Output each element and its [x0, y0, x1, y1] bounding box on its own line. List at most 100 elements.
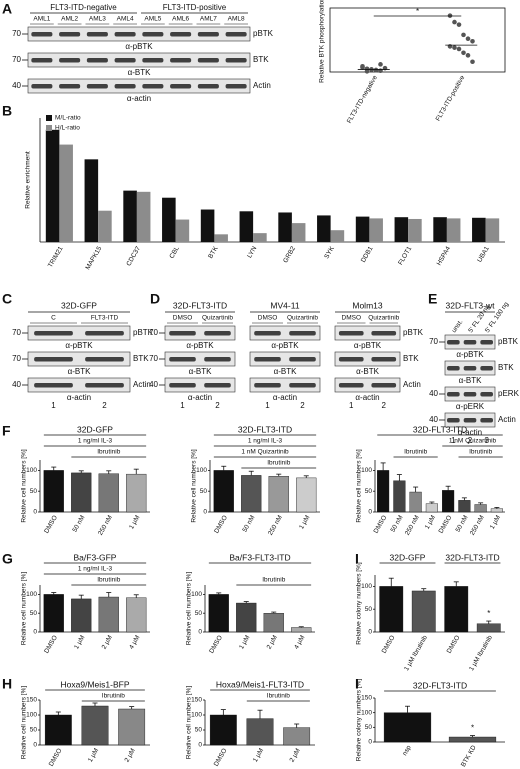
- bar: [98, 473, 119, 513]
- x-tick-label: DMSO: [48, 747, 64, 767]
- lane-label: C: [51, 315, 56, 322]
- x-tick-label: GRB2: [282, 245, 297, 264]
- lane-label: AML6: [172, 16, 189, 23]
- lane-label: Quizartinib: [287, 315, 318, 322]
- panel-letter: B: [2, 103, 12, 119]
- x-tick-label: BTK KD: [460, 744, 478, 768]
- band: [114, 32, 136, 37]
- treatment-label: Ibrutinib: [469, 449, 493, 456]
- bar: [485, 218, 500, 242]
- band: [31, 32, 53, 37]
- y-tick-label: 0: [198, 629, 202, 636]
- bar: [408, 218, 422, 242]
- lane-label: FLT3-ITD: [91, 315, 119, 322]
- antibody: α-actin: [355, 393, 379, 402]
- y-axis-label: Relative cell numbers [%]: [21, 686, 28, 760]
- x-tick-label: BTK: [207, 245, 220, 260]
- bar: [476, 623, 501, 633]
- x-tick-label: 1 µM Ibrutinib: [403, 634, 429, 672]
- group-label: FLT3-ITD-positive: [163, 3, 227, 12]
- x-tick-label: 50 nM: [241, 514, 256, 533]
- band: [254, 357, 281, 362]
- bar: [123, 190, 137, 242]
- treatment-label: Ibrutinib: [404, 449, 428, 456]
- y-axis-label: Relative colony numbers [%]: [356, 562, 363, 645]
- band: [204, 357, 231, 362]
- y-tick-label: 0: [368, 739, 372, 746]
- bar: [59, 144, 73, 242]
- size-marker: 70: [429, 337, 438, 346]
- significance: *: [416, 7, 419, 16]
- y-axis-label: Relative cell numbers [%]: [21, 572, 28, 646]
- x-tick-label: LYN: [246, 245, 258, 259]
- y-axis-label: Relative colony numbers [%]: [356, 679, 363, 762]
- band-name: BTK: [253, 55, 269, 64]
- x-tick-label: 2 µM: [101, 634, 114, 650]
- y-axis-label: Relative cell numbers [%]: [186, 686, 193, 760]
- chart-title: 32D-GFP: [77, 424, 113, 434]
- x-tick-label: 4 µM: [128, 634, 141, 650]
- band-name: Actin: [403, 380, 421, 389]
- antibody: α-pBTK: [65, 341, 93, 350]
- x-tick-label: 1 µM: [252, 747, 265, 763]
- bar: [45, 129, 60, 242]
- x-tick-label: CDC37: [125, 245, 142, 267]
- x-tick-label: DMSO: [446, 634, 462, 654]
- bar: [43, 470, 64, 513]
- band: [204, 331, 231, 336]
- blot-title: Molm13: [352, 300, 383, 310]
- band: [225, 58, 247, 63]
- bar: [317, 215, 331, 242]
- bar: [472, 217, 486, 242]
- legend-label: H/L-ratio: [55, 125, 80, 132]
- chart-title: 32D-FLT3-ITD: [413, 424, 467, 434]
- y-tick-label: 0: [368, 509, 372, 516]
- band-name: pBTK: [133, 328, 154, 337]
- point: [378, 62, 383, 67]
- bar: [490, 508, 503, 513]
- band: [86, 32, 108, 37]
- lane-label: DMSO: [342, 315, 362, 322]
- size-marker: 70: [12, 29, 21, 38]
- y-tick-label: 100: [26, 591, 37, 598]
- x-tick-label: 250 nM: [469, 514, 486, 536]
- band: [338, 357, 364, 362]
- y-tick-label: 100: [26, 712, 37, 719]
- lane-label: AML8: [228, 16, 245, 23]
- bar: [263, 613, 284, 633]
- blot-title: 32D-FLT3-wt: [446, 300, 496, 310]
- bar: [383, 712, 432, 743]
- panel-letter: G: [2, 551, 13, 567]
- x-tick-label: UBA1: [476, 245, 491, 264]
- x-tick-label: nsp: [401, 744, 412, 757]
- blot-strip: [334, 377, 401, 393]
- bar: [253, 233, 267, 242]
- size-marker: 40: [429, 415, 438, 424]
- band: [338, 383, 364, 388]
- bar: [379, 586, 404, 633]
- significance: *: [487, 609, 490, 618]
- band: [463, 392, 477, 397]
- band: [480, 366, 493, 371]
- band: [34, 383, 73, 388]
- x-tick-label: 2 µM: [266, 634, 279, 650]
- bar: [291, 223, 306, 242]
- x-tick-label: FLT3-ITD-negative: [346, 74, 379, 125]
- x-tick-label: DDB1: [360, 245, 375, 264]
- bar: [71, 598, 92, 633]
- point: [456, 22, 462, 27]
- chart-title: Ba/F3-FLT3-ITD: [229, 552, 290, 562]
- band: [371, 383, 397, 388]
- x-tick-label: 1 µM: [238, 634, 251, 650]
- size-marker: 70: [12, 55, 21, 64]
- band: [169, 331, 196, 336]
- bar: [126, 473, 147, 513]
- size-marker: 40: [12, 380, 21, 389]
- bar: [98, 596, 119, 633]
- band: [170, 84, 192, 89]
- bar: [394, 217, 409, 242]
- band: [447, 340, 460, 345]
- band-name: Actin: [498, 415, 516, 424]
- band: [142, 58, 164, 63]
- lane-number: 1: [265, 401, 270, 410]
